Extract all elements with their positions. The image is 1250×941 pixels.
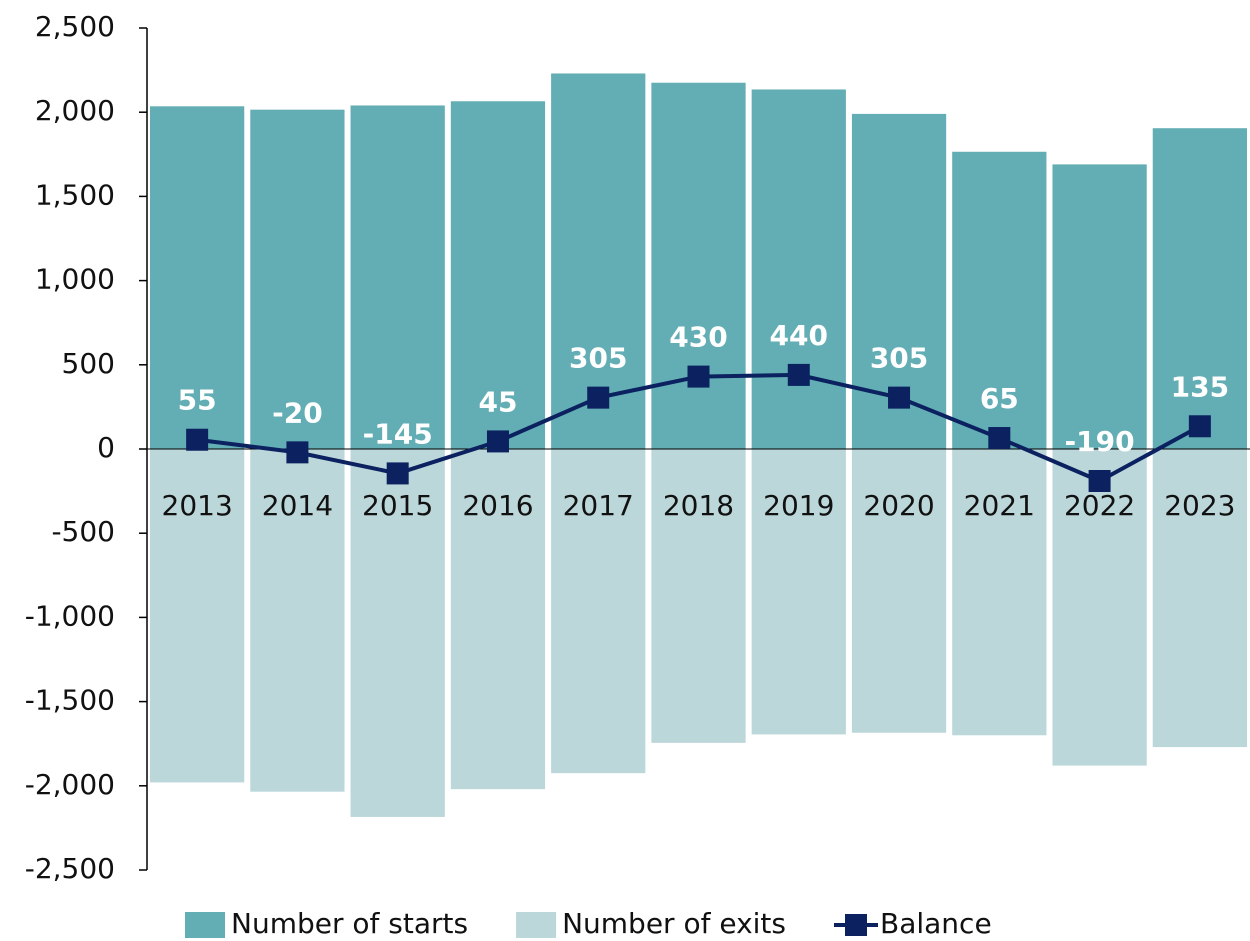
data-label: -190 (1065, 425, 1135, 458)
data-label: -20 (272, 396, 323, 429)
bar (1152, 128, 1247, 449)
bar (952, 151, 1047, 450)
bar (551, 73, 646, 449)
legend-marker (845, 914, 867, 936)
data-label: 440 (770, 319, 828, 352)
data-label: -145 (363, 417, 433, 450)
bar (651, 82, 746, 449)
bar (651, 449, 746, 743)
legend-label: Number of exits (562, 907, 786, 940)
x-tick-label: 2017 (563, 489, 634, 522)
balance-marker (888, 386, 911, 409)
balance-marker (988, 427, 1011, 450)
bar (1052, 449, 1147, 766)
y-tick-label: 0 (97, 431, 115, 464)
bar (551, 449, 646, 774)
y-tick-label: -1,000 (25, 599, 115, 632)
data-label: 65 (980, 382, 1019, 415)
data-label: 55 (178, 384, 217, 417)
legend-swatch (516, 912, 557, 938)
balance-marker (587, 386, 610, 409)
bar (450, 449, 546, 790)
bar (350, 105, 445, 450)
y-tick-label: 500 (62, 347, 115, 380)
x-tick-label: 2023 (1164, 489, 1235, 522)
bar (751, 449, 846, 735)
x-tick-label: 2021 (964, 489, 1035, 522)
y-tick-label: 1,000 (35, 263, 115, 296)
data-label: 430 (669, 321, 727, 354)
balance-marker (1188, 415, 1211, 438)
balance-marker (1088, 469, 1111, 492)
x-tick-label: 2019 (763, 489, 834, 522)
y-tick-label: 2,500 (35, 10, 115, 43)
data-label: 135 (1171, 370, 1229, 403)
balance-marker (386, 462, 409, 485)
bar (1052, 164, 1147, 450)
y-tick-label: -1,500 (25, 684, 115, 717)
balance-marker (186, 428, 209, 451)
legend-swatch (185, 912, 225, 938)
y-tick-label: -2,500 (25, 852, 115, 885)
x-tick-label: 2014 (262, 489, 333, 522)
data-label: 305 (870, 342, 928, 375)
data-label: 45 (478, 385, 517, 418)
x-tick-label: 2016 (462, 489, 533, 522)
legend-label: Balance (880, 907, 992, 940)
data-label: 305 (569, 342, 627, 375)
bar (250, 449, 345, 792)
balance-marker (687, 365, 710, 388)
balance-marker (286, 441, 309, 464)
x-tick-label: 2020 (863, 489, 934, 522)
x-tick-label: 2018 (663, 489, 734, 522)
bar (150, 106, 245, 449)
y-tick-label: 2,000 (35, 94, 115, 127)
balance-marker (787, 363, 810, 386)
x-tick-label: 2013 (162, 489, 233, 522)
bar (450, 101, 546, 449)
y-tick-label: -2,000 (25, 768, 115, 801)
bar (751, 89, 846, 449)
legend-label: Number of starts (231, 907, 468, 940)
x-tick-label: 2022 (1064, 489, 1135, 522)
bar (952, 449, 1047, 736)
bar (150, 449, 245, 783)
bar (1152, 449, 1247, 748)
x-tick-label: 2015 (362, 489, 433, 522)
y-tick-label: 1,500 (35, 178, 115, 211)
bar (851, 449, 947, 733)
bar (250, 109, 345, 449)
y-tick-label: -500 (51, 515, 115, 548)
balance-marker (486, 430, 509, 453)
bar (350, 449, 445, 817)
